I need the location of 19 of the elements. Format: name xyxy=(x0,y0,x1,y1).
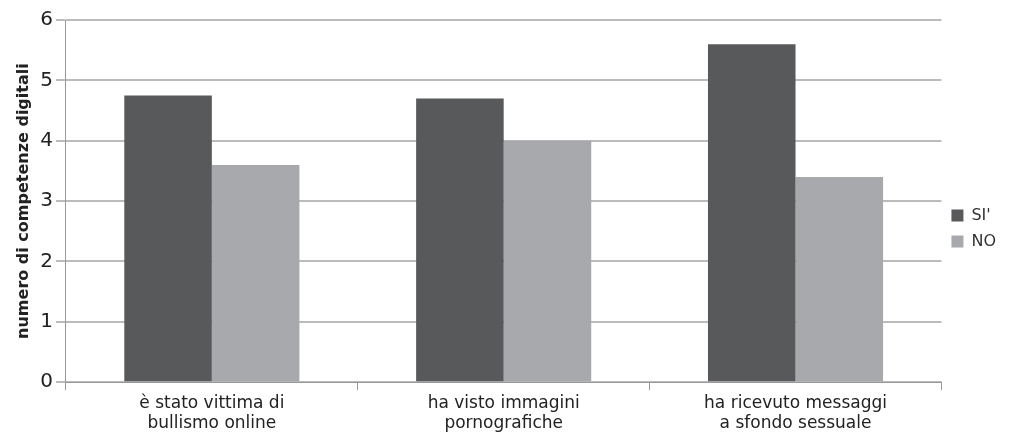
bar xyxy=(211,164,300,382)
bar xyxy=(416,98,504,382)
y-tick-label: 0 xyxy=(40,368,53,393)
y-tick-label: 3 xyxy=(40,187,53,212)
y-tick-label: 2 xyxy=(40,247,53,272)
bar xyxy=(124,95,212,382)
x-tick-label: ha visto immagini pornografiche xyxy=(427,391,580,433)
x-tick-label: è stato vittima di bullismo online xyxy=(139,391,285,433)
bar xyxy=(503,140,592,382)
legend-label: NO xyxy=(971,230,996,250)
y-tick-label: 4 xyxy=(40,126,53,151)
legend-label: SI' xyxy=(971,204,991,224)
y-axis-title: numero di competenze digitali xyxy=(12,63,32,339)
y-tick-label: 6 xyxy=(40,6,53,31)
y-tick-label: 5 xyxy=(40,66,53,91)
y-tick-label: 1 xyxy=(40,308,53,333)
bar xyxy=(795,176,884,382)
bar xyxy=(707,44,796,382)
x-tick-label: ha ricevuto messaggi a sfondo sessuale xyxy=(704,391,887,433)
